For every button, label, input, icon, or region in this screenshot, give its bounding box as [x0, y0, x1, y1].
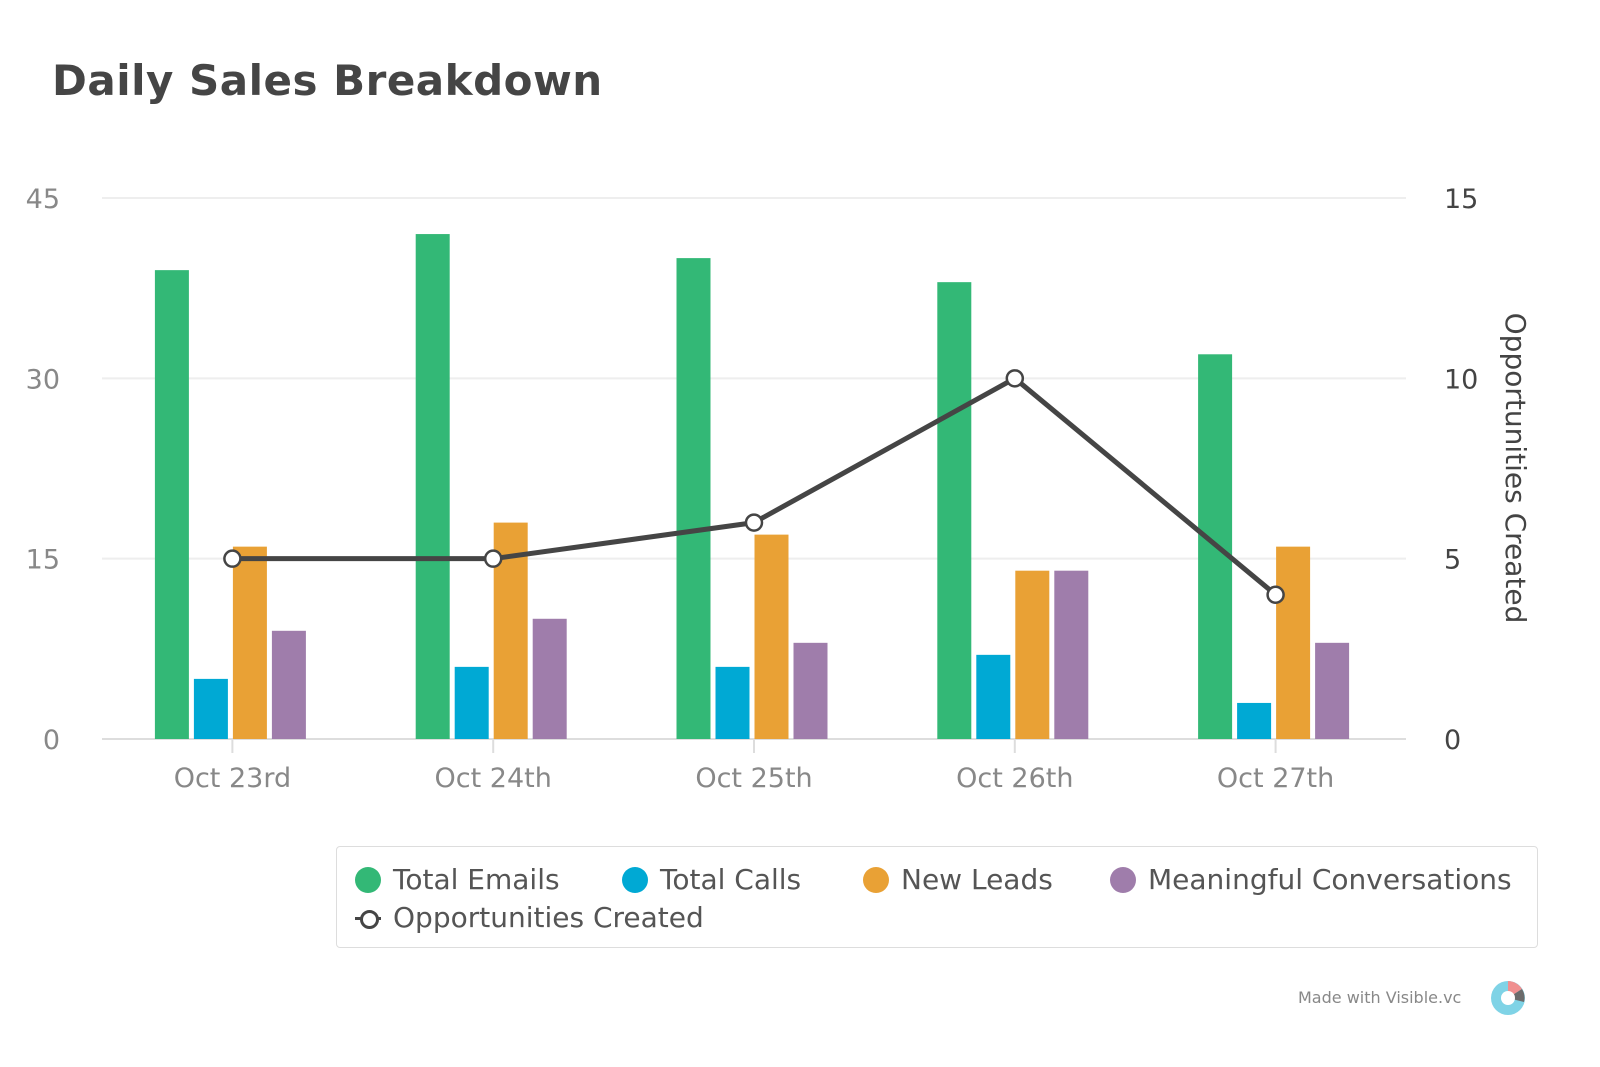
chart-legend: Total Emails Total Calls New Leads Meani…	[336, 846, 1538, 948]
x-tick-label: Oct 26th	[956, 763, 1073, 794]
bar-meaningful-conversations	[532, 618, 567, 739]
made-with-credit[interactable]: Made with Visible.vc	[1298, 988, 1462, 1007]
bar-total-emails	[154, 270, 189, 739]
line-point-opportunities-created	[1266, 585, 1285, 604]
line-opportunities-created	[232, 375, 1278, 597]
y-left-tick-label: 45	[26, 184, 60, 215]
line-point-opportunities-created	[223, 549, 242, 568]
bar-meaningful-conversations	[1315, 642, 1350, 739]
bar-new-leads	[754, 534, 789, 739]
x-tick-label: Oct 25th	[695, 763, 812, 794]
bar-total-emails	[676, 258, 711, 739]
x-tick-label: Oct 24th	[435, 763, 552, 794]
bar-meaningful-conversations	[271, 630, 306, 739]
bar-meaningful-conversations	[1054, 570, 1089, 739]
legend-label: Total Calls	[660, 863, 802, 896]
bar-total-calls	[976, 654, 1011, 739]
legend-swatch	[622, 866, 648, 893]
y-right-tick-label: 5	[1444, 545, 1461, 576]
y-left-tick-label: 15	[26, 545, 60, 576]
x-tick-label: Oct 27th	[1217, 763, 1334, 794]
bar-total-calls	[715, 666, 750, 739]
visible-logo-icon	[1491, 981, 1525, 1015]
y-left-tick-label: 30	[26, 364, 60, 395]
legend-item-total-calls[interactable]: Total Calls	[622, 863, 801, 896]
legend-item-meaningful-conversations[interactable]: Meaningful Conversations	[1110, 863, 1512, 896]
legend-item-opportunities-created[interactable]: Opportunities Created	[355, 901, 704, 934]
bar-new-leads	[232, 546, 267, 739]
y-right-tick-label: 10	[1444, 364, 1478, 395]
chart-title: Daily Sales Breakdown	[52, 56, 603, 105]
bar-meaningful-conversations	[793, 642, 828, 739]
legend-swatch	[863, 866, 889, 893]
legend-label: New Leads	[901, 863, 1053, 896]
y-right-tick-label: 15	[1444, 184, 1478, 215]
legend-label: Total Emails	[393, 863, 560, 896]
legend-swatch	[355, 866, 381, 893]
bar-new-leads	[1276, 546, 1311, 739]
bar-total-emails	[415, 234, 450, 740]
bar-total-calls	[1237, 702, 1272, 739]
y-left-tick-label: 0	[43, 725, 60, 756]
y-right-axis-label: Opportunities Created	[1499, 313, 1532, 624]
bar-total-emails	[937, 282, 972, 739]
legend-swatch	[1110, 866, 1136, 893]
chart-plot: 0 15 30 45 0 5 10 15 Opportunities Created Oct 23…	[26, 184, 1532, 794]
legend-item-new-leads[interactable]: New Leads	[863, 863, 1053, 896]
legend-line-marker-icon	[355, 905, 381, 931]
legend-label: Opportunities Created	[393, 901, 704, 934]
legend-item-total-emails[interactable]: Total Emails	[355, 863, 560, 896]
line-point-opportunities-created	[744, 513, 764, 532]
bar-total-calls	[454, 666, 489, 739]
line-point-opportunities-created	[483, 549, 503, 568]
bar-total-calls	[193, 678, 228, 739]
legend-label: Meaningful Conversations	[1148, 863, 1512, 896]
bar-new-leads	[1015, 570, 1050, 739]
y-right-tick-label: 0	[1444, 725, 1461, 756]
x-tick-label: Oct 23rd	[174, 763, 291, 794]
line-point-opportunities-created	[1005, 369, 1025, 388]
